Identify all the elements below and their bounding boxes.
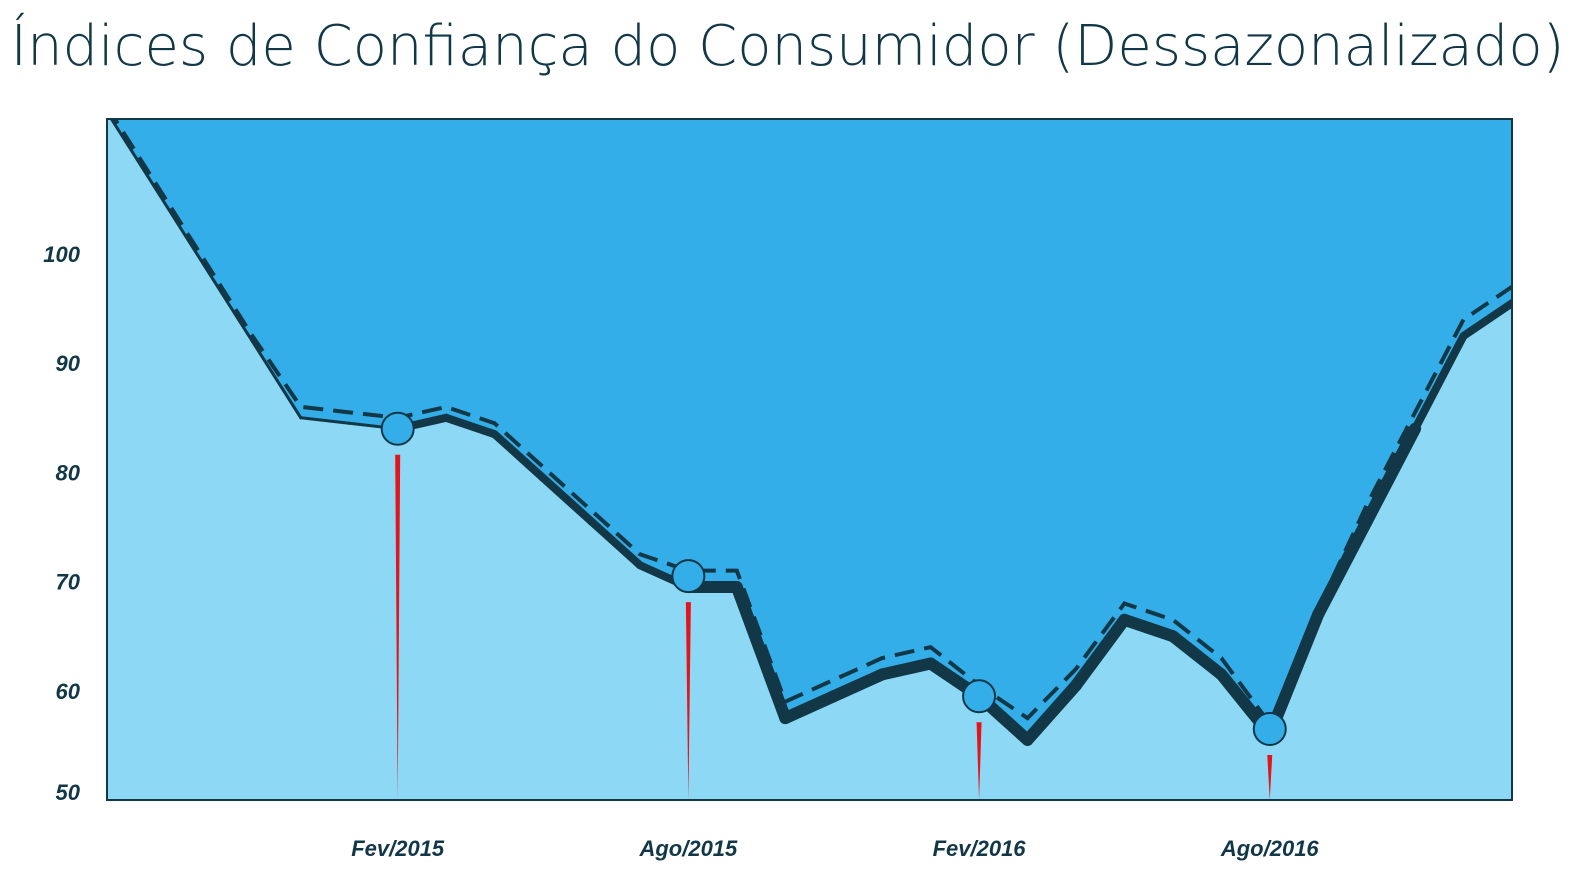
x-tick-label: Fev/2015 xyxy=(351,836,445,861)
data-point-marker xyxy=(1252,712,1287,747)
series-segment xyxy=(539,473,596,526)
y-tick-label: 90 xyxy=(56,351,81,376)
series-segment xyxy=(1312,515,1373,621)
series-segment xyxy=(730,581,792,725)
series-segment xyxy=(202,263,254,343)
series-segment xyxy=(1069,613,1131,692)
drop-line xyxy=(976,722,982,800)
series-segment xyxy=(1118,613,1179,643)
data-point-marker xyxy=(962,679,997,714)
y-tick-label: 100 xyxy=(43,242,80,267)
series-segment xyxy=(779,690,840,725)
series-segment xyxy=(587,517,644,570)
series-segment xyxy=(1360,422,1422,528)
series-segment xyxy=(1459,299,1512,340)
x-tick-label: Fev/2016 xyxy=(933,836,1027,861)
series-segment xyxy=(299,416,351,425)
data-point-marker xyxy=(380,411,415,446)
y-tick-label: 70 xyxy=(56,570,81,595)
series-segment xyxy=(109,119,157,190)
series-segment xyxy=(250,339,303,420)
series-segment xyxy=(1021,679,1082,746)
y-tick-label: 60 xyxy=(56,679,81,704)
drop-line xyxy=(395,454,401,800)
series-segment xyxy=(1166,630,1228,681)
plot-frame xyxy=(106,118,1513,801)
series-segment xyxy=(153,186,206,267)
area-fill xyxy=(107,119,1512,800)
series-segment xyxy=(442,413,499,439)
drop-line xyxy=(1267,755,1273,800)
data-point-marker xyxy=(671,559,706,594)
x-tick-label: Ago/2016 xyxy=(1220,836,1320,861)
y-tick-label: 80 xyxy=(56,460,81,485)
drop-line xyxy=(685,602,691,800)
series-segment xyxy=(827,668,889,703)
x-tick-label: Ago/2015 xyxy=(638,836,738,861)
series-segment xyxy=(490,430,548,482)
series-segment xyxy=(1411,331,1468,433)
series-segment xyxy=(876,657,937,681)
y-tick-label: 50 xyxy=(56,780,81,805)
chart-title: Índices de Confiança do Consumidor (Dess… xyxy=(10,14,1565,79)
